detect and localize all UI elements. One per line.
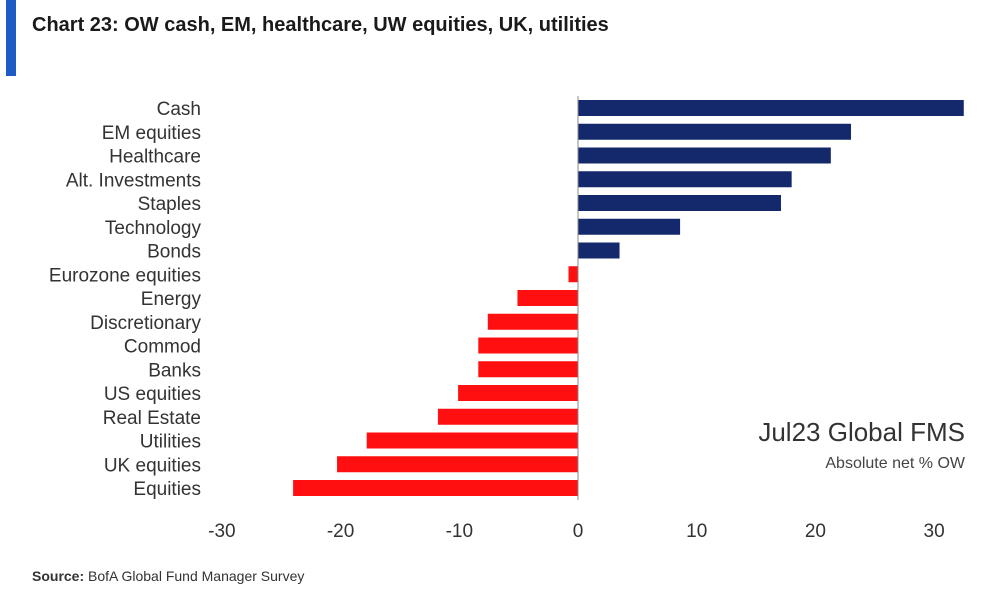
category-label: Staples <box>138 194 201 215</box>
x-tick-labels: -30 -20 -10 0 10 20 30 <box>208 521 945 542</box>
x-tick-label: -20 <box>327 521 354 542</box>
bar <box>568 266 578 283</box>
bar <box>293 480 578 496</box>
bar <box>578 242 620 259</box>
category-label: Eurozone equities <box>49 265 201 286</box>
source-text: BofA Global Fund Manager Survey <box>88 568 305 584</box>
bars <box>293 100 964 496</box>
bar <box>478 337 578 354</box>
source-label: Source: <box>32 568 85 584</box>
bar <box>578 147 831 164</box>
category-label: Alt. Investments <box>66 170 201 191</box>
bar <box>458 385 578 401</box>
x-tick-label: 30 <box>924 521 945 542</box>
category-label: Healthcare <box>109 147 201 168</box>
category-label: EM equities <box>102 123 201 144</box>
category-label: Discretionary <box>90 313 201 334</box>
category-label: Cash <box>157 99 201 120</box>
x-tick-label: 10 <box>686 521 707 542</box>
annotation-main: Jul23 Global FMS <box>758 417 965 447</box>
bar <box>578 195 781 211</box>
bar <box>487 313 578 330</box>
category-label: Real Estate <box>103 408 201 429</box>
bar <box>337 456 578 473</box>
accent-bar <box>6 0 16 76</box>
bar <box>437 408 578 425</box>
category-label: Technology <box>105 218 202 239</box>
x-tick-label: -10 <box>446 521 473 542</box>
annotation-sub: Absolute net % OW <box>825 455 966 472</box>
category-label: Equities <box>133 479 201 500</box>
category-label: UK equities <box>104 455 201 476</box>
bar <box>578 123 852 140</box>
x-tick-label: -30 <box>208 521 235 542</box>
source-note: Source: BofA Global Fund Manager Survey <box>32 568 304 584</box>
category-label: Banks <box>148 360 201 381</box>
bar <box>366 432 578 449</box>
category-label: Commod <box>124 337 201 358</box>
bar <box>578 218 681 235</box>
bar <box>517 290 578 306</box>
chart-title: Chart 23: OW cash, EM, healthcare, UW eq… <box>32 14 609 36</box>
category-label: Bonds <box>147 242 201 263</box>
x-tick-label: 20 <box>805 521 826 542</box>
bar <box>578 171 792 188</box>
category-label: US equities <box>104 384 201 405</box>
category-label: Utilities <box>140 432 201 453</box>
bar <box>578 100 964 116</box>
category-label: Energy <box>141 289 202 310</box>
x-tick-label: 0 <box>573 521 584 542</box>
bar <box>478 361 578 378</box>
